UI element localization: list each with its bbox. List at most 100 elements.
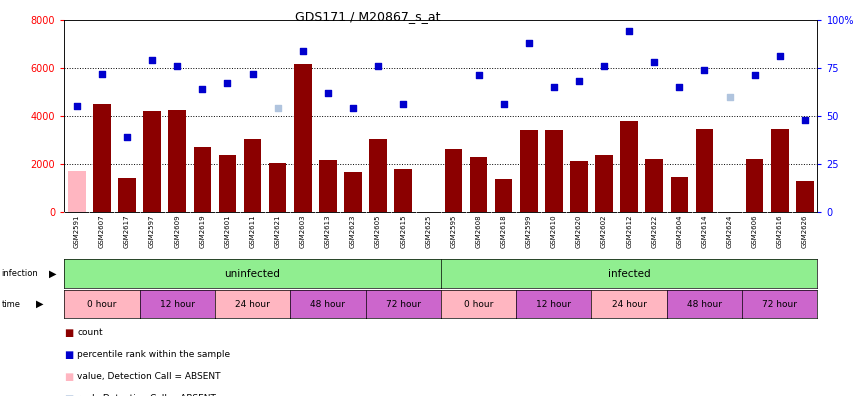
Point xyxy=(170,63,184,69)
Text: ■: ■ xyxy=(64,394,74,396)
Text: count: count xyxy=(77,328,103,337)
Bar xyxy=(470,157,487,212)
Bar xyxy=(645,159,663,212)
Text: time: time xyxy=(2,300,21,308)
Text: GSM2625: GSM2625 xyxy=(425,214,431,248)
Point xyxy=(773,53,787,59)
Bar xyxy=(294,64,312,212)
Text: GSM2604: GSM2604 xyxy=(676,214,682,248)
Point xyxy=(120,134,134,140)
Text: GSM2607: GSM2607 xyxy=(98,214,105,248)
Point xyxy=(647,59,661,65)
Bar xyxy=(796,181,814,212)
Bar xyxy=(621,121,638,212)
Text: ■: ■ xyxy=(64,372,74,382)
Text: GSM2618: GSM2618 xyxy=(501,214,507,248)
Text: GSM2619: GSM2619 xyxy=(199,214,205,248)
Bar xyxy=(344,172,362,212)
Point xyxy=(698,67,711,73)
Text: GSM2602: GSM2602 xyxy=(601,214,607,248)
Point xyxy=(146,57,159,63)
Bar xyxy=(218,156,236,212)
Text: GSM2621: GSM2621 xyxy=(275,214,281,248)
Text: 0 hour: 0 hour xyxy=(464,300,493,308)
Point xyxy=(547,84,561,90)
Text: GSM2617: GSM2617 xyxy=(124,214,130,248)
Text: GSM2615: GSM2615 xyxy=(400,214,407,248)
Point xyxy=(195,86,209,92)
Bar xyxy=(545,130,562,212)
Text: rank, Detection Call = ABSENT: rank, Detection Call = ABSENT xyxy=(77,394,216,396)
Text: GSM2626: GSM2626 xyxy=(802,214,808,248)
Point xyxy=(496,101,510,107)
Text: GSM2606: GSM2606 xyxy=(752,214,758,248)
Bar xyxy=(319,160,336,212)
Text: GSM2599: GSM2599 xyxy=(526,214,532,248)
Text: GSM2616: GSM2616 xyxy=(776,214,783,248)
Point xyxy=(748,72,762,79)
Point xyxy=(372,63,385,69)
Bar xyxy=(269,163,287,212)
Text: ▶: ▶ xyxy=(36,299,44,309)
Bar xyxy=(444,149,462,212)
Text: ▶: ▶ xyxy=(49,268,56,279)
Bar xyxy=(595,156,613,212)
Point xyxy=(296,48,310,54)
Bar xyxy=(670,177,688,212)
Bar xyxy=(395,169,412,212)
Text: ■: ■ xyxy=(64,350,74,360)
Text: infected: infected xyxy=(608,268,651,279)
Bar xyxy=(771,129,788,212)
Bar xyxy=(143,111,161,212)
Point xyxy=(70,103,84,109)
Text: GSM2613: GSM2613 xyxy=(324,214,331,248)
Bar xyxy=(696,129,713,212)
Point xyxy=(597,63,611,69)
Bar xyxy=(369,139,387,212)
Point xyxy=(221,80,235,86)
Text: infection: infection xyxy=(2,269,39,278)
Point xyxy=(321,89,335,96)
Text: 24 hour: 24 hour xyxy=(612,300,646,308)
Text: GSM2610: GSM2610 xyxy=(550,214,557,248)
Bar xyxy=(520,130,538,212)
Text: GSM2611: GSM2611 xyxy=(249,214,256,248)
Point xyxy=(95,70,109,77)
Point xyxy=(396,101,410,107)
Bar xyxy=(495,179,513,212)
Text: GSM2609: GSM2609 xyxy=(174,214,181,248)
Point xyxy=(522,40,536,46)
Text: GSM2623: GSM2623 xyxy=(350,214,356,248)
Text: GSM2608: GSM2608 xyxy=(475,214,482,248)
Text: GSM2601: GSM2601 xyxy=(224,214,230,248)
Point xyxy=(673,84,687,90)
Text: 72 hour: 72 hour xyxy=(763,300,797,308)
Point xyxy=(346,105,360,111)
Bar xyxy=(570,162,588,212)
Text: GSM2597: GSM2597 xyxy=(149,214,155,248)
Bar xyxy=(93,104,110,212)
Text: value, Detection Call = ABSENT: value, Detection Call = ABSENT xyxy=(77,372,221,381)
Text: GSM2605: GSM2605 xyxy=(375,214,381,248)
Text: GSM2622: GSM2622 xyxy=(651,214,657,248)
Text: uninfected: uninfected xyxy=(224,268,281,279)
Text: GSM2620: GSM2620 xyxy=(576,214,582,248)
Bar xyxy=(118,178,136,212)
Bar xyxy=(68,171,86,212)
Text: percentile rank within the sample: percentile rank within the sample xyxy=(77,350,230,359)
Point xyxy=(246,70,259,77)
Text: GSM2614: GSM2614 xyxy=(701,214,708,248)
Point xyxy=(270,105,284,111)
Text: 24 hour: 24 hour xyxy=(235,300,270,308)
Point xyxy=(622,28,636,34)
Point xyxy=(722,93,736,100)
Bar xyxy=(169,110,186,212)
Point xyxy=(572,78,586,84)
Text: 48 hour: 48 hour xyxy=(311,300,345,308)
Bar xyxy=(193,147,211,212)
Text: GSM2591: GSM2591 xyxy=(74,214,80,248)
Text: ■: ■ xyxy=(64,328,74,338)
Point xyxy=(472,72,485,79)
Bar xyxy=(746,159,764,212)
Text: GSM2595: GSM2595 xyxy=(450,214,456,248)
